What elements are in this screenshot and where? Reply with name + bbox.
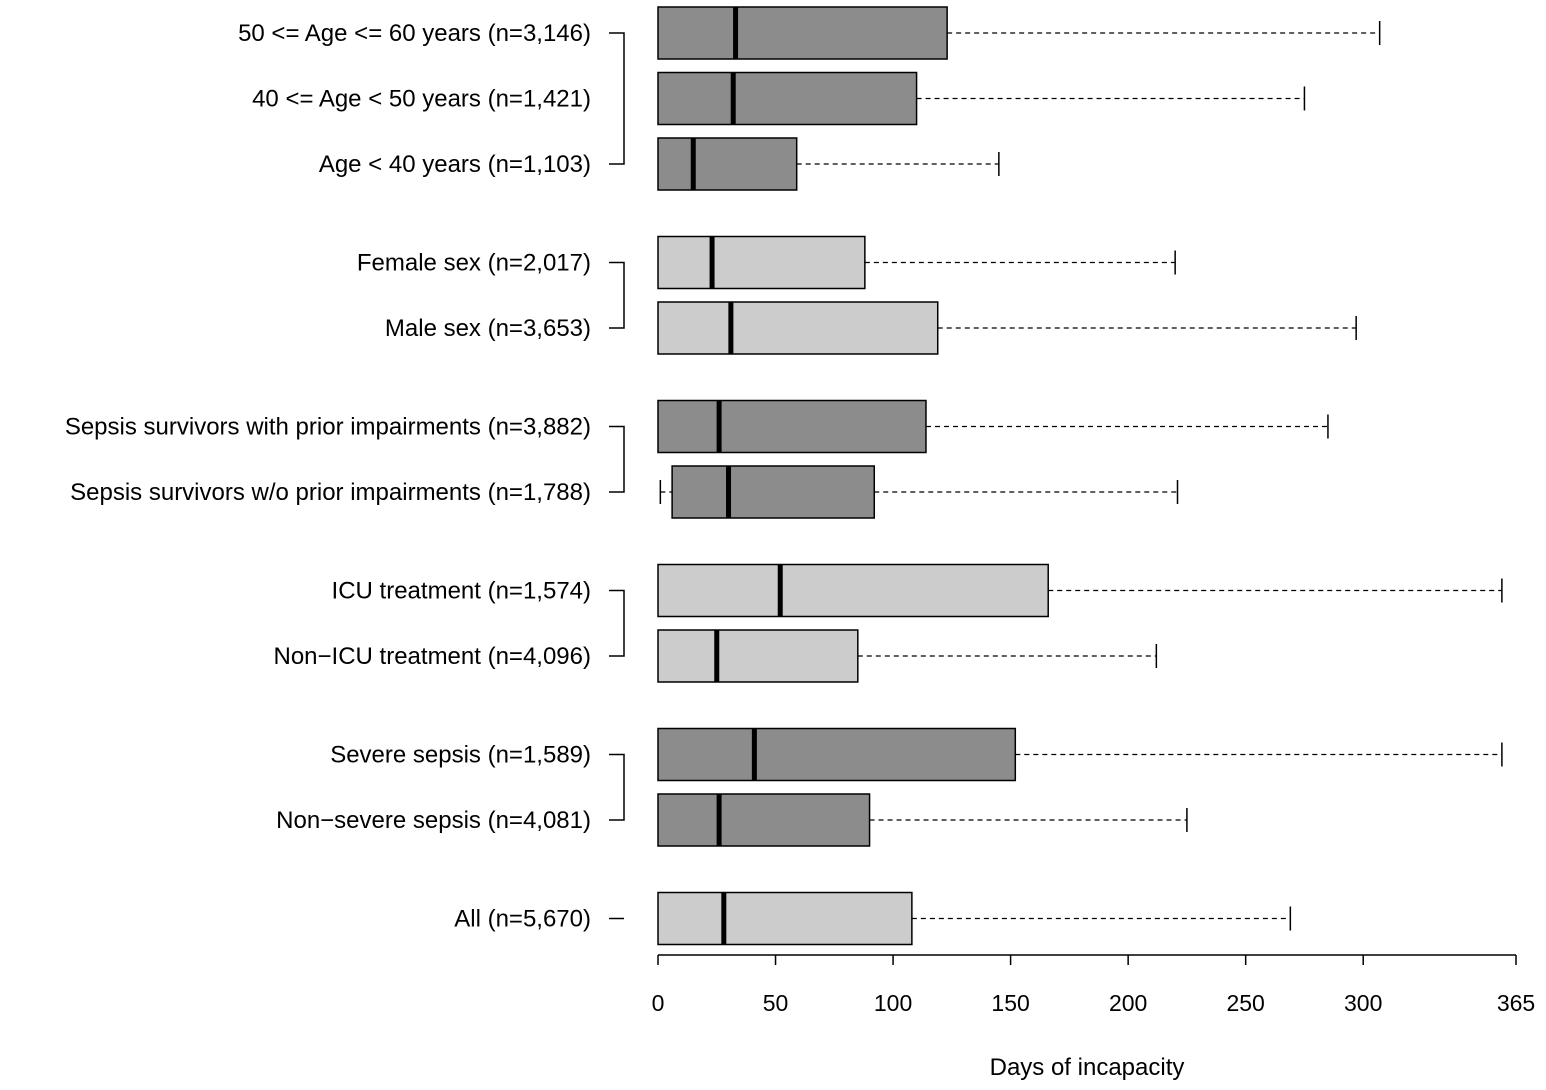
iqr-box <box>657 727 1017 782</box>
x-tick-label: 50 <box>763 990 789 1016</box>
group-brackets <box>609 32 625 920</box>
x-tick-label: 365 <box>1497 990 1535 1016</box>
category-label: Non−severe sepsis (n=4,081) <box>276 807 591 834</box>
category-label: ICU treatment (n=1,574) <box>332 578 591 605</box>
category-label: Sepsis survivors w/o prior impairments (… <box>70 479 591 506</box>
iqr-box <box>657 891 913 946</box>
iqr-box <box>657 6 948 60</box>
x-tick-label: 0 <box>652 990 665 1016</box>
category-label: Severe sepsis (n=1,589) <box>330 742 591 769</box>
x-tick-label: 150 <box>991 990 1029 1016</box>
category-label: Male sex (n=3,653) <box>385 315 591 342</box>
category-labels: 50 <= Age <= 60 years (n=3,146) 40 <= Age… <box>65 20 591 933</box>
iqr-box <box>657 399 927 454</box>
category-label: All (n=5,670) <box>454 906 591 933</box>
iqr-box <box>657 137 798 191</box>
category-label: 40 <= Age < 50 years (n=1,421) <box>252 86 591 113</box>
x-tick-label: 300 <box>1344 990 1382 1016</box>
category-label: 50 <= Age <= 60 years (n=3,146) <box>238 20 591 47</box>
x-axis-ticks: 0 50 100 150 200 250 300 365 <box>652 955 1535 1016</box>
group-bracket <box>609 261 625 329</box>
x-tick-label: 250 <box>1226 990 1264 1016</box>
iqr-box <box>657 71 918 126</box>
x-tick-label: 200 <box>1109 990 1147 1016</box>
iqr-box <box>657 235 866 290</box>
iqr-box <box>657 793 871 847</box>
category-label: Age < 40 years (n=1,103) <box>319 151 591 178</box>
x-tick-label: 100 <box>874 990 912 1016</box>
category-label: Non−ICU treatment (n=4,096) <box>274 643 592 670</box>
iqr-box <box>671 465 876 519</box>
group-bracket <box>609 589 625 657</box>
group-bracket <box>609 32 625 165</box>
x-axis: 0 50 100 150 200 250 300 365 Days of incapacity <box>652 954 1535 1081</box>
category-label: Sepsis survivors with prior impairments … <box>65 414 591 441</box>
iqr-box <box>657 563 1049 618</box>
category-label: Female sex (n=2,017) <box>357 250 591 277</box>
x-axis-title: Days of incapacity <box>990 1054 1185 1081</box>
iqr-box <box>657 301 939 355</box>
group-bracket <box>609 425 625 493</box>
iqr-box <box>657 629 859 683</box>
boxes-layer <box>657 6 1503 946</box>
group-bracket <box>609 753 625 821</box>
